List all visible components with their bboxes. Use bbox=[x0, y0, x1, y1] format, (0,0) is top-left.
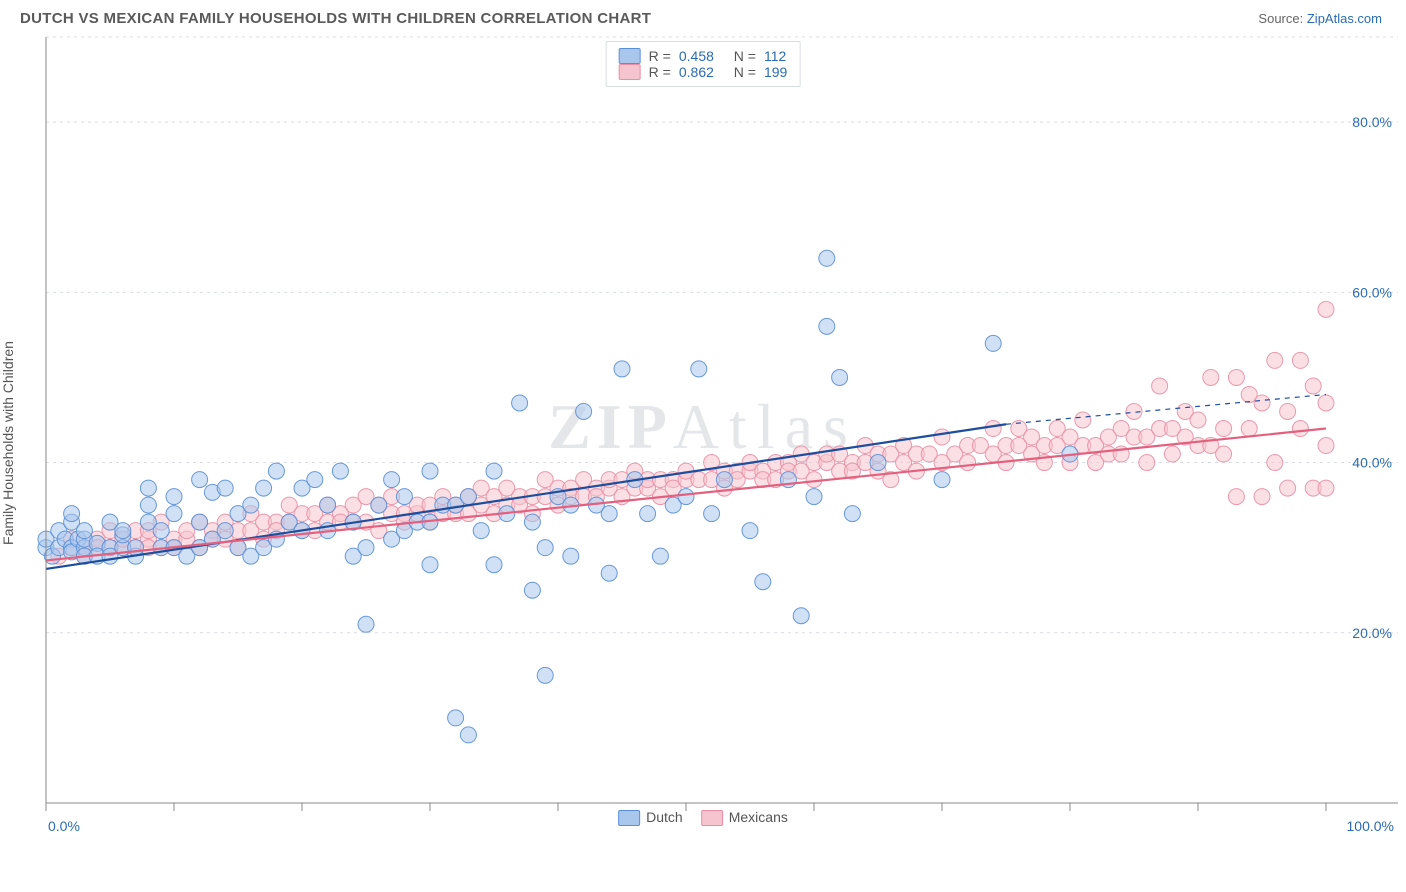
legend-correlation: R = 0.458 N = 112 R = 0.862 N = 199 bbox=[606, 41, 801, 87]
scatter-plot: 20.0% 40.0% 60.0% 80.0% 0.0% 100.0% bbox=[0, 33, 1406, 853]
legend-item-mexicans: Mexicans bbox=[701, 809, 788, 826]
r-value-dutch: 0.458 bbox=[679, 48, 714, 64]
legend-label-mexicans: Mexicans bbox=[729, 809, 788, 825]
legend-label-dutch: Dutch bbox=[646, 809, 683, 825]
source-label: Source: bbox=[1258, 11, 1303, 26]
legend-item-dutch: Dutch bbox=[618, 809, 683, 826]
chart-title: DUTCH VS MEXICAN FAMILY HOUSEHOLDS WITH … bbox=[20, 10, 651, 27]
legend-row-dutch: R = 0.458 N = 112 bbox=[619, 48, 788, 64]
legend-swatch-mexicans-icon bbox=[701, 810, 723, 826]
r-label: R = bbox=[649, 48, 671, 64]
n-value-dutch: 112 bbox=[764, 48, 786, 64]
svg-text:0.0%: 0.0% bbox=[48, 818, 80, 834]
n-value-mexicans: 199 bbox=[764, 64, 787, 80]
n-label: N = bbox=[734, 48, 756, 64]
chart-container: Family Households with Children ZIPAtlas… bbox=[0, 33, 1406, 853]
n-label: N = bbox=[734, 64, 756, 80]
legend-row-mexicans: R = 0.862 N = 199 bbox=[619, 64, 788, 80]
svg-text:60.0%: 60.0% bbox=[1352, 284, 1392, 300]
r-value-mexicans: 0.862 bbox=[679, 64, 714, 80]
svg-text:80.0%: 80.0% bbox=[1352, 114, 1392, 130]
source-attribution: Source: ZipAtlas.com bbox=[1258, 11, 1382, 26]
legend-swatch-dutch-icon bbox=[618, 810, 640, 826]
svg-text:100.0%: 100.0% bbox=[1347, 818, 1394, 834]
source-link[interactable]: ZipAtlas.com bbox=[1307, 11, 1382, 26]
legend-swatch-mexicans bbox=[619, 64, 641, 80]
svg-text:40.0%: 40.0% bbox=[1352, 455, 1392, 471]
legend-series: Dutch Mexicans bbox=[618, 809, 788, 826]
legend-swatch-dutch bbox=[619, 48, 641, 64]
r-label: R = bbox=[649, 64, 671, 80]
svg-text:20.0%: 20.0% bbox=[1352, 625, 1392, 641]
